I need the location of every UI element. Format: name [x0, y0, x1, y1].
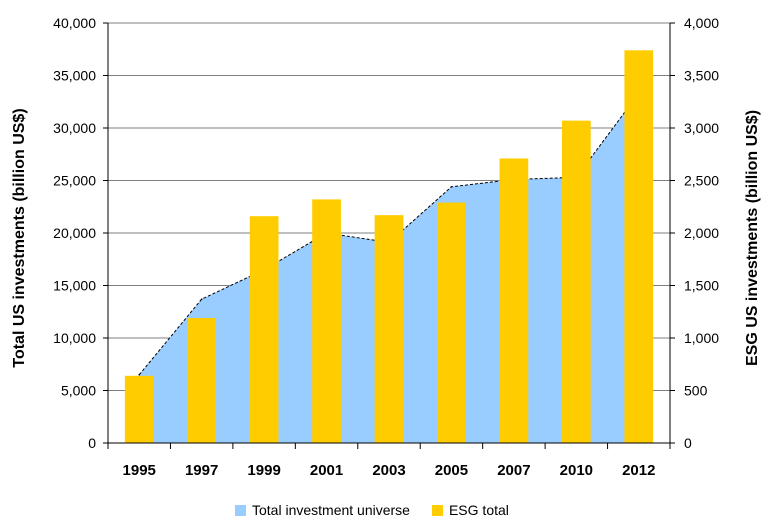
x-tick-label: 2007	[497, 462, 530, 479]
esg-bar-layer	[124, 50, 654, 444]
esg-bar	[249, 216, 279, 443]
x-tick-label: 2012	[622, 462, 655, 479]
y-left-tick-label: 0	[88, 435, 96, 451]
y-right-tick-label: 500	[684, 383, 708, 399]
y-right-tick-label: 3,000	[684, 120, 719, 136]
y-right-tick-label: 2,500	[684, 173, 719, 189]
x-tick-label: 1997	[185, 462, 218, 479]
y-left-tick-label: 10,000	[53, 330, 96, 346]
legend-label-total: Total investment universe	[252, 502, 410, 518]
legend-swatch-area	[235, 504, 246, 516]
legend-swatch-bar	[431, 504, 443, 516]
y-left-tick-label: 20,000	[53, 225, 96, 241]
legend-item-total: Total investment universe	[235, 502, 410, 518]
esg-bar	[499, 158, 529, 443]
esg-bar	[187, 318, 217, 443]
esg-bar	[437, 202, 466, 443]
legend-item-esg: ESG total	[431, 502, 509, 518]
y-right-tick-label: 1,000	[684, 330, 719, 346]
x-tick-label: 2010	[560, 462, 593, 479]
x-tick-label: 2003	[372, 462, 405, 479]
y-right-tick-label: 1,500	[684, 278, 719, 294]
y-left-tick-label: 35,000	[53, 68, 96, 84]
y-right-tick-label: 2,000	[684, 225, 719, 241]
y-left-tick-label: 25,000	[53, 173, 96, 189]
y-left-tick-label: 40,000	[53, 15, 96, 31]
esg-bar	[561, 120, 591, 444]
x-tick-label: 1995	[123, 462, 156, 479]
y-left-tick-label: 30,000	[53, 120, 96, 136]
legend: Total investment universe ESG total	[235, 500, 531, 520]
esg-bar	[124, 375, 154, 443]
total-investment-point	[138, 373, 141, 376]
y-axis-right-title: ESG US investments (billion US$)	[744, 110, 761, 366]
y-right-tick-label: 4,000	[684, 15, 719, 31]
esg-bar	[374, 215, 404, 443]
x-tick-label: 2001	[310, 462, 343, 479]
legend-label-esg: ESG total	[448, 502, 509, 518]
y-axis-left-title: Total US investments (billion US$)	[11, 108, 28, 367]
total-investment-point	[200, 298, 203, 300]
y-left-tick-label: 5,000	[61, 383, 96, 399]
x-tick-label: 1999	[247, 462, 280, 479]
esg-bar	[624, 50, 654, 444]
y-left-tick-label: 15,000	[53, 278, 96, 294]
axes	[103, 22, 675, 449]
tick-labels: 0 0 5,000 500 10,000 1,000 15,000 1,500 20,000 2,…	[53, 15, 719, 479]
esg-bar	[312, 199, 341, 443]
x-tick-label: 2005	[435, 462, 468, 479]
y-right-tick-label: 0	[684, 435, 692, 451]
y-right-tick-label: 3,500	[684, 68, 719, 84]
total-investment-point	[450, 186, 453, 188]
